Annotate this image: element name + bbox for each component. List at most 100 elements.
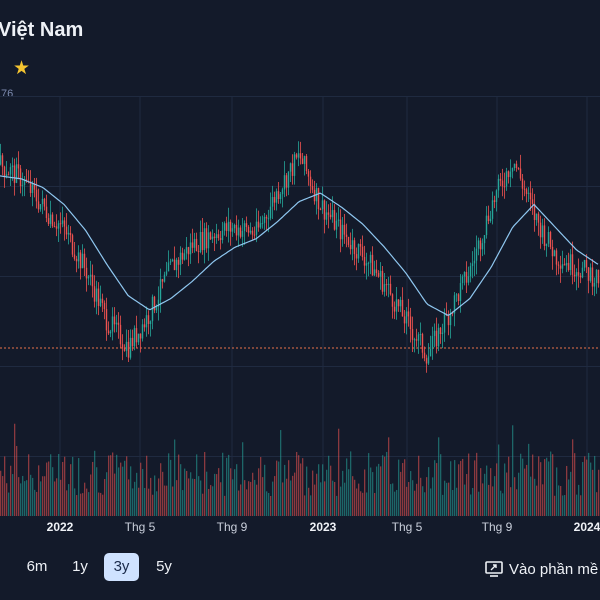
candle-body: [339, 219, 342, 240]
candle-body: [559, 265, 562, 269]
range-5y-button[interactable]: 5y: [156, 558, 172, 575]
volume-bar: [266, 491, 268, 516]
range-1y-button[interactable]: 1y: [72, 558, 88, 575]
candle-body: [277, 191, 280, 199]
volume-bar: [366, 492, 368, 516]
candle-body: [39, 204, 42, 210]
candle-body: [243, 223, 246, 231]
candle-body: [399, 299, 402, 307]
star-icon[interactable]: ★: [13, 58, 31, 79]
volume-bar: [408, 482, 410, 516]
volume-bar: [284, 464, 286, 516]
candle-body: [359, 244, 362, 247]
candle-body: [361, 246, 364, 257]
candle-body: [1, 155, 4, 167]
candle-body: [447, 314, 450, 326]
volume-bar: [490, 468, 492, 516]
volume-bar: [122, 466, 124, 516]
volume-bar: [56, 478, 58, 516]
candle-body: [169, 261, 172, 263]
candle-body: [145, 315, 148, 328]
candle-body: [589, 267, 592, 281]
volume-bar: [334, 481, 336, 516]
candle-body: [123, 348, 126, 351]
volume-bar: [368, 453, 370, 516]
volume-bar: [92, 461, 94, 516]
volume-bar: [52, 467, 54, 516]
candle-body: [417, 334, 420, 341]
volume-bar: [554, 495, 556, 516]
candle-body: [255, 221, 258, 235]
volume-bar: [382, 455, 384, 516]
volume-bar: [180, 464, 182, 516]
volume-bar: [148, 488, 150, 516]
candle-body: [473, 260, 476, 264]
candle-body: [239, 227, 242, 237]
volume-bar: [156, 491, 158, 516]
volume-bar: [138, 487, 140, 516]
range-3y-button[interactable]: 3y: [104, 553, 139, 581]
volume-bar: [22, 475, 24, 516]
candle-body: [569, 254, 572, 271]
candle-body: [259, 223, 262, 228]
volume-bar: [32, 477, 34, 516]
volume-bar: [88, 492, 90, 516]
x-tick-label: 2024: [573, 520, 600, 534]
candle-body: [97, 288, 100, 306]
volume-bar: [384, 456, 386, 516]
candle-body: [511, 168, 514, 172]
volume-bar: [184, 468, 186, 516]
volume-bar: [272, 481, 274, 516]
candle-body: [195, 238, 198, 252]
candle-body: [117, 322, 120, 325]
volume-bar: [422, 486, 424, 516]
candle-body: [185, 247, 188, 254]
candle-body: [37, 201, 40, 210]
volume-bar: [304, 495, 306, 516]
volume-bar: [410, 471, 412, 516]
candle-body: [103, 302, 106, 310]
candle-body: [375, 269, 378, 274]
volume-bar: [40, 481, 42, 516]
open-in-app-button[interactable]: Vào phần mề: [485, 561, 598, 581]
volume-bar: [430, 488, 432, 516]
volume-bar: [506, 472, 508, 516]
volume-bar: [348, 469, 350, 516]
candle-body: [539, 222, 542, 238]
candle-body: [395, 299, 398, 312]
volume-bar: [276, 460, 278, 516]
volume-bar: [556, 467, 558, 516]
candle-body: [83, 253, 86, 268]
candle-body: [357, 244, 360, 259]
candle-body: [163, 274, 166, 282]
candle-body: [267, 218, 270, 220]
candle-body: [587, 267, 590, 281]
candle-body: [33, 183, 36, 190]
volume-bar: [66, 490, 68, 516]
candle-body: [211, 236, 214, 240]
candle-body: [363, 256, 366, 266]
candle-body: [111, 316, 114, 332]
volume-bar: [68, 484, 70, 516]
volume-bar: [226, 457, 228, 516]
volume-bar: [94, 450, 96, 516]
volume-bar: [560, 486, 562, 516]
volume-bar: [582, 462, 584, 516]
range-6m-button[interactable]: 6m: [26, 558, 48, 575]
volume-bar: [548, 461, 550, 516]
candle-body: [109, 331, 112, 334]
volume-bar: [592, 469, 594, 516]
candle-body: [579, 275, 582, 278]
volume-bar: [112, 452, 114, 516]
candle-body: [571, 254, 574, 275]
candle-body: [537, 213, 540, 223]
volume-bar: [318, 464, 320, 516]
candle-body: [261, 222, 264, 224]
volume-bar: [6, 483, 8, 516]
candle-body: [137, 333, 140, 343]
candle-body: [505, 171, 508, 187]
volume-bar: [448, 482, 450, 516]
price-chart[interactable]: [0, 96, 600, 516]
candle-body: [21, 185, 24, 187]
volume-bar: [330, 465, 332, 516]
